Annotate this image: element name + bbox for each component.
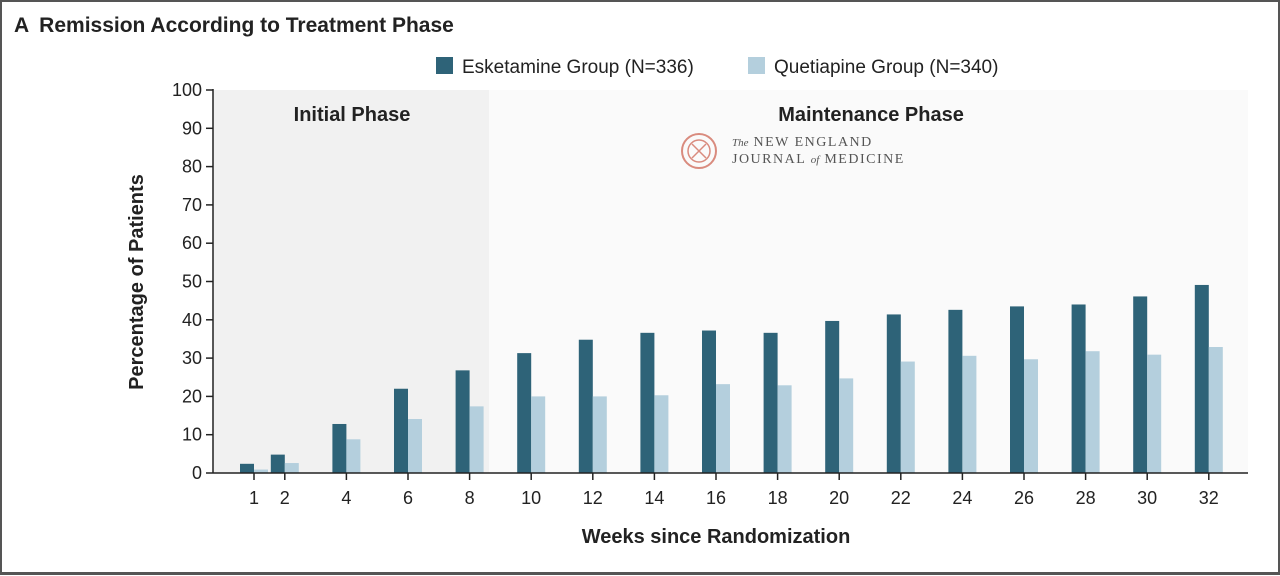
y-tick-label: 0 — [192, 463, 202, 483]
y-tick-label: 20 — [182, 386, 202, 406]
esketamine-bar-week-2 — [270, 454, 285, 473]
y-tick-label: 10 — [182, 425, 202, 445]
esketamine-bar-week-8 — [455, 370, 470, 473]
legend: Esketamine Group (N=336) Quetiapine Group… — [436, 57, 998, 78]
y-tick-label: 90 — [182, 118, 202, 138]
x-tick-label: 30 — [1137, 488, 1157, 508]
legend-esketamine-label: Esketamine Group (N=336) — [462, 57, 694, 78]
x-axis-title: Weeks since Randomization — [582, 526, 851, 548]
x-tick-label: 6 — [403, 488, 413, 508]
y-axis: 0 10 20 30 40 50 60 70 80 90 100 — [172, 80, 214, 483]
esketamine-bar-week-10 — [517, 353, 532, 473]
x-tick-label: 8 — [465, 488, 475, 508]
y-tick-label: 60 — [182, 233, 202, 253]
x-axis: 1 2 4 6 8 10 12 14 16 18 20 22 24 26 28 30 32 — [213, 472, 1248, 508]
y-tick-label: 40 — [182, 310, 202, 330]
initial-phase-background — [213, 90, 489, 473]
bars — [240, 284, 1223, 473]
y-axis-title: Percentage of Patients — [126, 174, 148, 390]
y-tick-label: 30 — [182, 348, 202, 368]
quetiapine-bar-week-24 — [962, 355, 977, 473]
y-tick-label: 80 — [182, 157, 202, 177]
esketamine-bar-week-26 — [1010, 306, 1024, 473]
quetiapine-bar-week-20 — [839, 378, 854, 473]
esketamine-bar-week-1 — [240, 463, 254, 473]
quetiapine-bar-week-12 — [592, 396, 607, 473]
y-tick-label: 70 — [182, 195, 202, 215]
nejm-line1: The NEW ENGLAND — [732, 135, 873, 150]
phase-background-layer — [213, 90, 1248, 473]
x-tick-label: 32 — [1199, 488, 1219, 508]
nejm-watermark: The NEW ENGLAND JOURNAL of MEDICINE — [681, 133, 905, 169]
y-tick-label: 50 — [182, 272, 202, 292]
initial-phase-label: Initial Phase — [294, 104, 411, 126]
esketamine-bar-week-16 — [702, 330, 716, 473]
quetiapine-bar-week-18 — [777, 385, 792, 473]
esketamine-bar-week-30 — [1133, 296, 1148, 473]
x-tick-label: 12 — [583, 488, 603, 508]
esketamine-bar-week-18 — [763, 332, 778, 473]
panel-title: A Remission According to Treatment Phase — [14, 14, 454, 38]
quetiapine-bar-week-10 — [531, 396, 546, 473]
esketamine-bar-week-14 — [640, 332, 655, 473]
x-tick-label: 16 — [706, 488, 726, 508]
x-tick-label: 14 — [644, 488, 664, 508]
x-tick-label: 22 — [891, 488, 911, 508]
maintenance-phase-label: Maintenance Phase — [778, 104, 964, 126]
x-tick-label: 28 — [1076, 488, 1096, 508]
x-tick-label: 2 — [280, 488, 290, 508]
nejm-line2: JOURNAL of MEDICINE — [732, 152, 905, 167]
esketamine-bar-week-6 — [394, 388, 408, 473]
nejm-seal-icon — [681, 133, 717, 169]
esketamine-bar-week-12 — [578, 339, 593, 473]
quetiapine-bar-week-28 — [1085, 351, 1100, 473]
quetiapine-bar-week-14 — [654, 395, 669, 473]
esketamine-bar-week-24 — [948, 309, 963, 473]
x-tick-label: 20 — [829, 488, 849, 508]
legend-esketamine-swatch — [436, 57, 453, 74]
legend-quetiapine-label: Quetiapine Group (N=340) — [774, 57, 998, 78]
x-tick-label: 24 — [952, 488, 972, 508]
quetiapine-bar-week-2 — [284, 463, 299, 473]
esketamine-bar-week-20 — [825, 320, 840, 473]
quetiapine-bar-week-32 — [1208, 346, 1223, 473]
quetiapine-bar-week-16 — [716, 384, 730, 473]
esketamine-bar-week-22 — [886, 314, 901, 473]
x-tick-label: 10 — [521, 488, 541, 508]
x-tick-label: 18 — [768, 488, 788, 508]
esketamine-bar-week-28 — [1071, 304, 1086, 473]
quetiapine-bar-week-6 — [408, 418, 422, 473]
quetiapine-bar-week-30 — [1147, 354, 1162, 473]
x-tick-label: 26 — [1014, 488, 1034, 508]
x-tick-label: 4 — [341, 488, 351, 508]
x-tick-label: 1 — [249, 488, 259, 508]
phase-labels: Initial Phase Maintenance Phase — [294, 104, 964, 126]
esketamine-bar-week-4 — [332, 423, 347, 473]
quetiapine-bar-week-8 — [469, 406, 484, 473]
quetiapine-bar-week-4 — [346, 439, 361, 473]
quetiapine-bar-week-22 — [900, 361, 915, 473]
legend-quetiapine-swatch — [748, 57, 765, 74]
panel-letter: A — [14, 14, 30, 37]
panel-title-text: Remission According to Treatment Phase — [39, 14, 454, 37]
maintenance-phase-background — [489, 90, 1248, 473]
esketamine-bar-week-32 — [1194, 284, 1209, 473]
y-tick-label: 100 — [172, 80, 202, 100]
quetiapine-bar-week-1 — [254, 469, 268, 473]
quetiapine-bar-week-26 — [1024, 359, 1038, 473]
